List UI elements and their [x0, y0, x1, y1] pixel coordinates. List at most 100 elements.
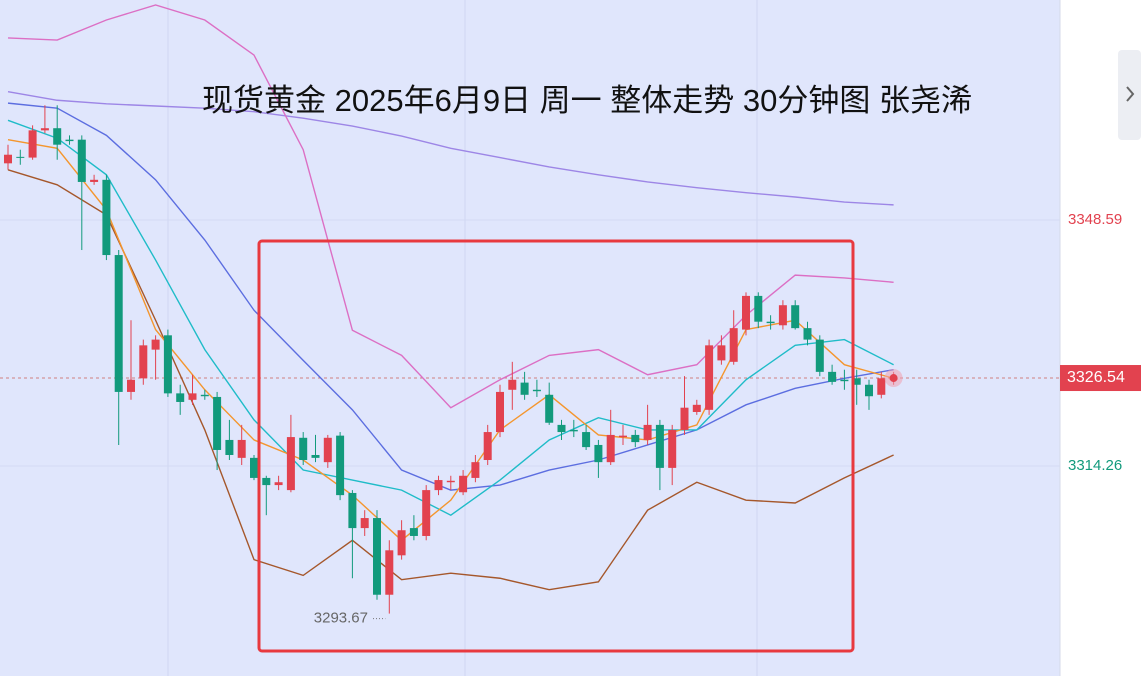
candle — [631, 429, 640, 448]
candle-body — [176, 393, 185, 402]
candle — [77, 135, 86, 251]
candle — [4, 144, 12, 170]
candle-body — [373, 518, 381, 595]
side-tab[interactable] — [1118, 50, 1141, 140]
candle-body — [508, 379, 517, 390]
candle-body — [336, 435, 345, 496]
candle-body — [262, 477, 271, 486]
candle — [40, 105, 49, 134]
candle — [348, 490, 357, 579]
candle — [594, 439, 603, 478]
candle — [692, 399, 701, 415]
candle-body — [299, 437, 308, 461]
axis-labels: 3314.26 3348.59 3326.54 3293.67 — [314, 211, 1141, 627]
candle — [606, 409, 615, 466]
candle — [385, 540, 394, 614]
candle-body — [225, 439, 234, 455]
highlight-box — [257, 239, 855, 653]
candle-body — [409, 528, 418, 536]
plot-area — [0, 0, 1060, 676]
candle-body — [545, 394, 554, 423]
candle — [262, 475, 271, 516]
candle-body — [520, 382, 529, 395]
candle — [803, 321, 812, 346]
candle-body — [803, 328, 812, 340]
candle — [877, 371, 886, 399]
y-tick-label: 3314.26 — [1068, 457, 1122, 474]
candle-body — [459, 475, 468, 493]
candle-body — [237, 439, 246, 458]
low-label: 3293.67 — [314, 610, 368, 627]
candle-body — [594, 444, 603, 463]
candle — [729, 310, 738, 365]
candle — [815, 335, 824, 377]
candle-body — [606, 434, 615, 463]
indicator-line — [7, 169, 894, 591]
candle — [360, 510, 369, 536]
candle — [397, 520, 406, 560]
candle — [791, 300, 800, 330]
candle — [323, 434, 332, 468]
candle — [434, 475, 443, 496]
candle — [680, 376, 689, 435]
candle — [299, 432, 308, 466]
candle — [717, 335, 726, 365]
candle — [569, 419, 578, 438]
candle — [766, 315, 775, 330]
candle-body — [557, 424, 566, 433]
candle — [65, 135, 74, 145]
candle-body — [385, 550, 394, 595]
candle-body — [643, 424, 652, 440]
candle-body — [471, 462, 480, 478]
candle-body — [655, 424, 664, 468]
candle — [852, 369, 861, 405]
candle — [114, 250, 123, 445]
candle — [668, 424, 677, 486]
candle-body — [717, 345, 726, 361]
candle-body — [446, 480, 455, 483]
candle-body — [692, 404, 701, 412]
candle — [127, 320, 135, 400]
candle-body — [852, 378, 861, 385]
candle-body — [213, 396, 222, 450]
candle — [778, 300, 787, 330]
chevron[interactable] — [1126, 86, 1135, 102]
last-price-label: 3326.54 — [1067, 369, 1125, 386]
candle-body — [840, 379, 849, 382]
candle-body — [532, 389, 541, 392]
candles — [4, 105, 898, 614]
candle — [471, 454, 480, 483]
candle-body — [114, 255, 123, 392]
candle-body — [53, 128, 62, 145]
y-tick-label: 3348.59 — [1068, 211, 1122, 228]
candle-body — [680, 407, 689, 430]
candle-body — [742, 295, 750, 330]
candle-body — [77, 139, 86, 182]
candle — [655, 419, 664, 491]
candle — [409, 515, 418, 541]
candle — [446, 475, 455, 491]
candle-body — [582, 432, 591, 448]
candle-body — [877, 378, 886, 395]
candle — [459, 470, 468, 496]
candle-body — [40, 128, 49, 131]
candle — [16, 149, 25, 165]
candle-body — [16, 156, 25, 158]
candle — [705, 339, 714, 415]
indicator-line — [7, 90, 894, 206]
grid — [0, 219, 1060, 467]
candle — [53, 105, 62, 160]
candle-body — [619, 435, 627, 438]
candle-body — [200, 394, 209, 397]
candle-body — [778, 305, 787, 326]
candle — [336, 432, 345, 501]
candle — [582, 424, 591, 450]
candle — [213, 391, 222, 471]
candle — [286, 414, 295, 493]
candle-body — [250, 457, 258, 478]
candle-body — [4, 154, 12, 164]
candle — [545, 382, 554, 425]
candle-body — [323, 437, 332, 463]
candle — [250, 454, 258, 481]
